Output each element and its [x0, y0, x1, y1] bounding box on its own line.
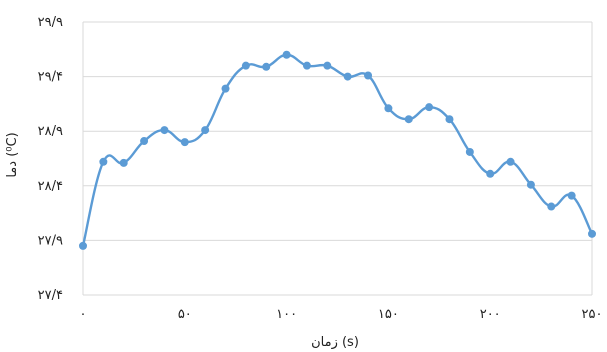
y-tick-label: ۲۸/۴ — [38, 179, 63, 194]
tick-labels: ۲۷/۴ ۲۷/۹ ۲۸/۴ ۲۸/۹ ۲۹/۴ ۲۹/۹ ۰ ۵۰ ۱۰۰ ۱۵۰ ۲۰۰ ۲۵۰ — [38, 15, 603, 322]
x-tick-label: ۲۰۰ — [480, 307, 501, 322]
data-point — [282, 50, 291, 59]
y-tick-label: ۲۸/۹ — [38, 124, 63, 139]
x-tick-label: ۵۰ — [178, 307, 192, 322]
data-point — [201, 126, 210, 135]
data-point — [323, 61, 332, 70]
series — [79, 50, 596, 250]
data-point — [404, 115, 413, 124]
y-tick-label: ۲۹/۹ — [38, 15, 63, 30]
x-tick-label: ۲۵۰ — [582, 307, 603, 322]
y-tick-label: ۲۷/۴ — [38, 288, 63, 303]
data-point — [343, 72, 352, 81]
data-point — [526, 180, 535, 189]
x-tick-label: ۱۵۰ — [378, 307, 399, 322]
data-point — [180, 138, 189, 147]
data-point — [262, 62, 271, 71]
data-point — [160, 126, 169, 135]
x-axis-title: زمان (s) — [311, 335, 359, 350]
data-point — [547, 202, 556, 211]
data-point — [99, 157, 108, 166]
data-point — [241, 61, 250, 70]
data-point — [119, 158, 128, 167]
data-point — [567, 191, 576, 200]
x-tick-label: ۱۰۰ — [276, 307, 297, 322]
y-axis-title: دما (⁰C) — [5, 132, 20, 177]
data-point — [140, 137, 149, 146]
data-point — [221, 84, 230, 93]
y-tick-label: ۲۹/۴ — [38, 70, 63, 85]
data-point — [486, 169, 495, 178]
data-point — [506, 157, 515, 166]
data-point — [79, 241, 87, 250]
data-point — [445, 115, 454, 124]
data-point — [384, 104, 393, 113]
y-tick-label: ۲۷/۹ — [38, 233, 63, 248]
data-point — [425, 103, 434, 112]
data-point — [465, 147, 474, 156]
data-point — [588, 229, 596, 238]
data-point — [302, 61, 311, 70]
data-point — [364, 71, 373, 80]
x-tick-label: ۰ — [80, 307, 87, 322]
